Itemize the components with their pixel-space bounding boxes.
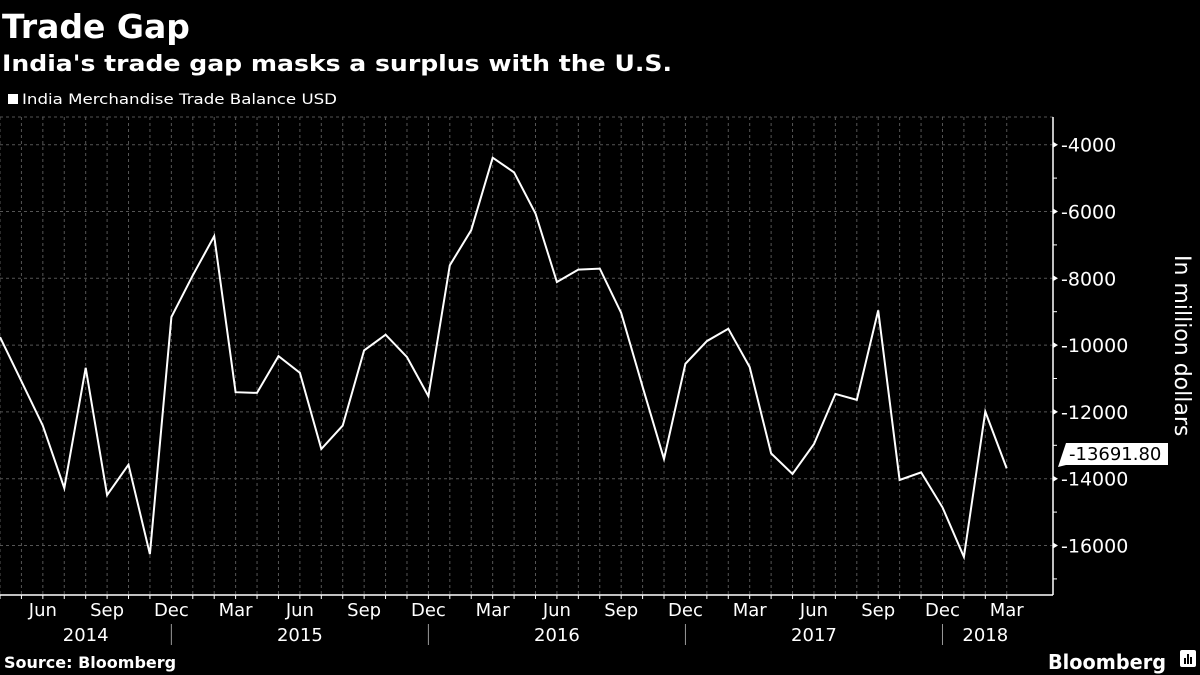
- bloomberg-logo: Bloomberg: [1048, 650, 1166, 674]
- x-month-label: Sep: [90, 600, 124, 621]
- y-tick-label: -6000: [1061, 202, 1116, 224]
- x-month-label: Dec: [154, 600, 189, 621]
- y-tick-mark: [1053, 342, 1058, 349]
- x-month-label: Jun: [542, 600, 571, 621]
- x-year-label: 2017: [791, 625, 837, 646]
- x-month-label: Dec: [668, 600, 703, 621]
- y-tick-label: -10000: [1061, 335, 1128, 357]
- x-month-label: Jun: [285, 600, 314, 621]
- x-month-label: Mar: [733, 600, 768, 621]
- last-value-label: -13691.80: [1069, 444, 1161, 465]
- y-tick-label: -16000: [1061, 536, 1128, 558]
- y-tick-label: -8000: [1061, 268, 1116, 290]
- x-month-label: Dec: [925, 600, 960, 621]
- x-year-label: 2016: [534, 625, 580, 646]
- x-month-label: Sep: [347, 600, 381, 621]
- last-value-box: [1058, 443, 1168, 467]
- x-month-label: Dec: [411, 600, 446, 621]
- y-axis-title: In million dollars: [1169, 255, 1194, 436]
- x-month-label: Mar: [219, 600, 254, 621]
- x-year-label: 2018: [962, 625, 1008, 646]
- y-tick-mark: [1053, 408, 1058, 415]
- y-tick-mark: [1053, 475, 1058, 482]
- x-month-label: Jun: [28, 600, 57, 621]
- x-month-label: Sep: [861, 600, 895, 621]
- x-year-label: 2015: [277, 625, 323, 646]
- source-note: Source: Bloomberg: [4, 653, 176, 672]
- last-value-callout: -13691.80: [1058, 443, 1168, 467]
- x-year-label: 2014: [63, 625, 109, 646]
- chart-subtitle: India's trade gap masks a surplus with t…: [2, 52, 672, 77]
- y-tick-label: -14000: [1061, 469, 1128, 491]
- x-month-label: Mar: [476, 600, 511, 621]
- legend-label: India Merchandise Trade Balance USD: [22, 92, 337, 108]
- y-tick-mark: [1053, 275, 1058, 282]
- legend-swatch: [8, 94, 18, 104]
- x-month-label: Jun: [799, 600, 828, 621]
- chart-title: Trade Gap: [2, 7, 190, 46]
- y-tick-mark: [1053, 542, 1058, 549]
- bloomberg-logo-icon: [1180, 650, 1196, 667]
- series: [0, 156, 1008, 561]
- x-month-label: Sep: [604, 600, 638, 621]
- y-tick-label: -12000: [1061, 402, 1128, 424]
- axes: -4000 -6000 -8000 -10000 -12000 -14000 -16000 J…: [0, 117, 1128, 646]
- y-tick-mark: [1053, 141, 1058, 148]
- y-tick-mark: [1053, 208, 1058, 215]
- series-line-trade-balance: [0, 156, 1008, 561]
- grid: [0, 116, 1053, 595]
- x-month-label: Mar: [990, 600, 1025, 621]
- y-tick-label: -4000: [1061, 135, 1116, 157]
